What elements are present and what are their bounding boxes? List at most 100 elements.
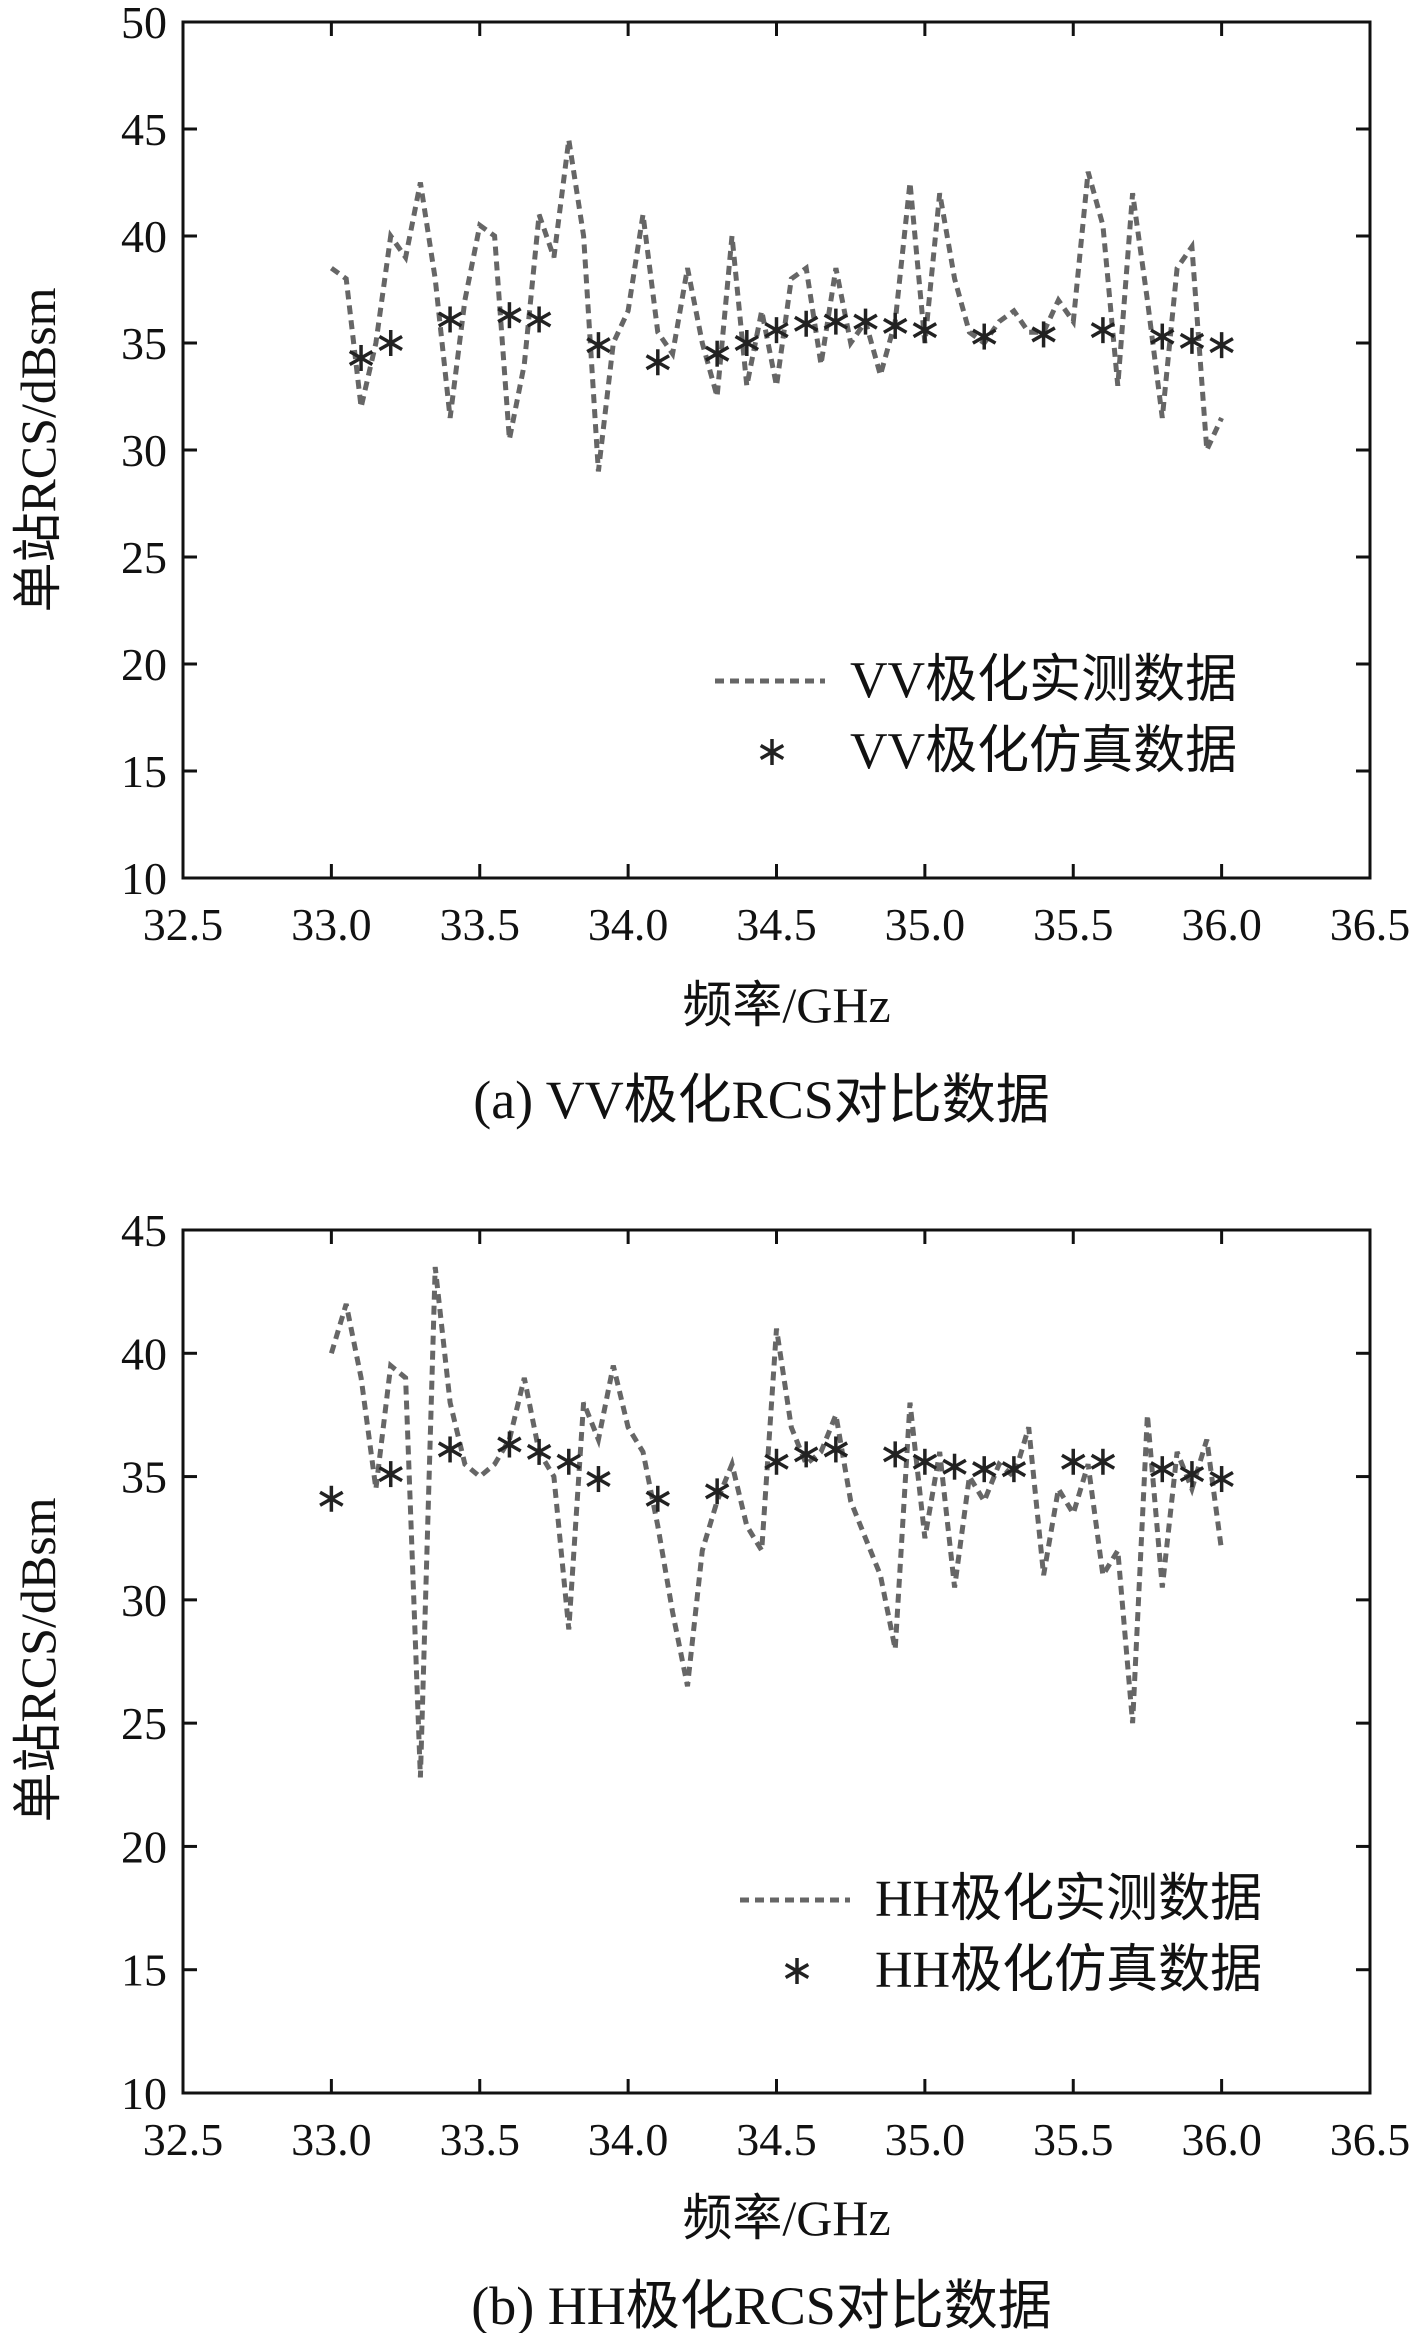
marker-simulated — [704, 1478, 730, 1505]
marker-stroke — [1179, 332, 1205, 349]
marker-stroke — [586, 1471, 611, 1488]
y-tick-label: 10 — [121, 2068, 167, 2119]
marker-simulated — [704, 340, 730, 367]
marker-simulated — [1209, 332, 1234, 359]
chart-panel-hh: 32.5 33.0 33.5 34.0 34.5 35.0 35.5 36.0 36.5 10 15… — [10, 1205, 1410, 2333]
marker-stroke — [1209, 337, 1234, 354]
marker-simulated — [378, 1461, 403, 1488]
marker-stroke — [1001, 1461, 1027, 1478]
x-tick-label: 35.5 — [1033, 899, 1114, 950]
series-line-measured — [329, 1266, 1225, 1778]
marker-simulated — [883, 1441, 908, 1468]
y-tick-label: 15 — [121, 1945, 167, 1996]
marker-stroke — [1090, 322, 1116, 339]
y-tick-label: 10 — [121, 853, 167, 904]
marker-stroke — [1209, 1471, 1234, 1488]
x-axis-label: 频率/GHz — [682, 977, 890, 1033]
marker-stroke — [437, 311, 463, 328]
marker-stroke — [645, 354, 670, 371]
marker-simulated — [793, 1441, 819, 1468]
y-tick-label: 35 — [121, 1452, 167, 1503]
marker-simulated — [645, 349, 670, 376]
y-tick-label: 20 — [121, 1821, 167, 1872]
x-tick-label: 35.0 — [885, 2114, 966, 2165]
series-line-measured — [329, 139, 1224, 472]
panel-caption: (b) HH极化RCS对比数据 — [471, 2276, 1052, 2333]
marker-simulated — [972, 1456, 997, 1483]
marker-simulated — [556, 1448, 581, 1475]
marker-stroke — [784, 1962, 810, 1980]
x-tick-label: 32.5 — [143, 899, 224, 950]
marker-simulated — [586, 332, 611, 359]
marker-stroke — [497, 307, 522, 324]
marker-stroke — [823, 1441, 849, 1458]
x-tick-label: 36.0 — [1181, 2114, 1262, 2165]
marker-simulated — [1090, 1448, 1116, 1475]
marker-stroke — [764, 1453, 789, 1470]
legend: HH极化实测数据 HH极化仿真数据 — [740, 1871, 1262, 1999]
legend: VV极化实测数据 VV极化仿真数据 — [715, 652, 1237, 780]
x-tick-label: 34.0 — [588, 2114, 669, 2165]
panel-caption: (a) VV极化RCS对比数据 — [473, 1070, 1050, 1130]
marker-simulated — [348, 344, 374, 371]
marker-stroke — [556, 1453, 581, 1470]
legend-swatch-simulated — [784, 1958, 810, 1984]
x-tick-label: 35.0 — [885, 899, 966, 950]
y-tick-label: 40 — [121, 1328, 167, 1379]
y-tick-label: 45 — [121, 1205, 167, 1256]
marker-stroke — [759, 743, 785, 761]
legend-label: VV极化仿真数据 — [850, 723, 1237, 780]
x-tick-label: 32.5 — [143, 2114, 224, 2165]
y-axis-label: 单站RCS/dBsm — [10, 1497, 66, 1822]
y-tick-label: 30 — [121, 1575, 167, 1626]
marker-stroke — [883, 317, 908, 334]
x-tick-label: 36.5 — [1330, 2114, 1411, 2165]
marker-simulated — [1150, 323, 1175, 350]
marker-simulated — [883, 312, 908, 339]
marker-simulated — [823, 308, 849, 335]
marker-simulated — [1031, 321, 1056, 348]
marker-stroke — [378, 1466, 403, 1483]
legend-label: HH极化实测数据 — [875, 1871, 1262, 1928]
marker-simulated — [912, 317, 938, 344]
x-tick-label: 33.5 — [440, 2114, 521, 2165]
marker-simulated — [526, 1438, 552, 1465]
marker-stroke — [972, 328, 997, 345]
marker-simulated — [497, 302, 522, 329]
marker-stroke — [348, 349, 374, 366]
marker-stroke — [526, 311, 552, 328]
marker-simulated — [1209, 1466, 1234, 1493]
marker-simulated — [1061, 1448, 1086, 1475]
x-tick-label: 33.5 — [440, 899, 521, 950]
y-tick-label: 35 — [121, 318, 167, 369]
marker-simulated — [972, 323, 997, 350]
marker-simulated — [793, 310, 819, 337]
marker-stroke — [586, 337, 611, 354]
legend-label: VV极化实测数据 — [850, 652, 1237, 709]
marker-stroke — [437, 1441, 463, 1458]
marker-stroke — [764, 322, 789, 339]
marker-stroke — [823, 313, 849, 330]
marker-stroke — [378, 334, 403, 352]
marker-stroke — [853, 313, 878, 330]
marker-simulated — [526, 306, 552, 333]
marker-simulated — [942, 1453, 967, 1480]
y-tick-label: 25 — [121, 1698, 167, 1749]
marker-simulated — [645, 1485, 670, 1512]
y-tick-label: 15 — [121, 746, 167, 797]
marker-simulated — [853, 308, 878, 335]
y-tick-label: 25 — [121, 532, 167, 583]
marker-simulated — [1090, 317, 1116, 344]
x-axis-label: 频率/GHz — [682, 2190, 890, 2246]
marker-stroke — [942, 1458, 967, 1475]
x-tick-label: 35.5 — [1033, 2114, 1114, 2165]
marker-stroke — [793, 315, 819, 332]
marker-simulated — [1001, 1456, 1027, 1483]
marker-simulated — [823, 1436, 849, 1463]
x-tick-label: 33.0 — [291, 2114, 372, 2165]
y-tick-label: 20 — [121, 639, 167, 690]
marker-stroke — [1031, 326, 1056, 343]
marker-simulated — [734, 330, 760, 356]
marker-simulated — [764, 1448, 789, 1475]
marker-stroke — [526, 1443, 552, 1460]
